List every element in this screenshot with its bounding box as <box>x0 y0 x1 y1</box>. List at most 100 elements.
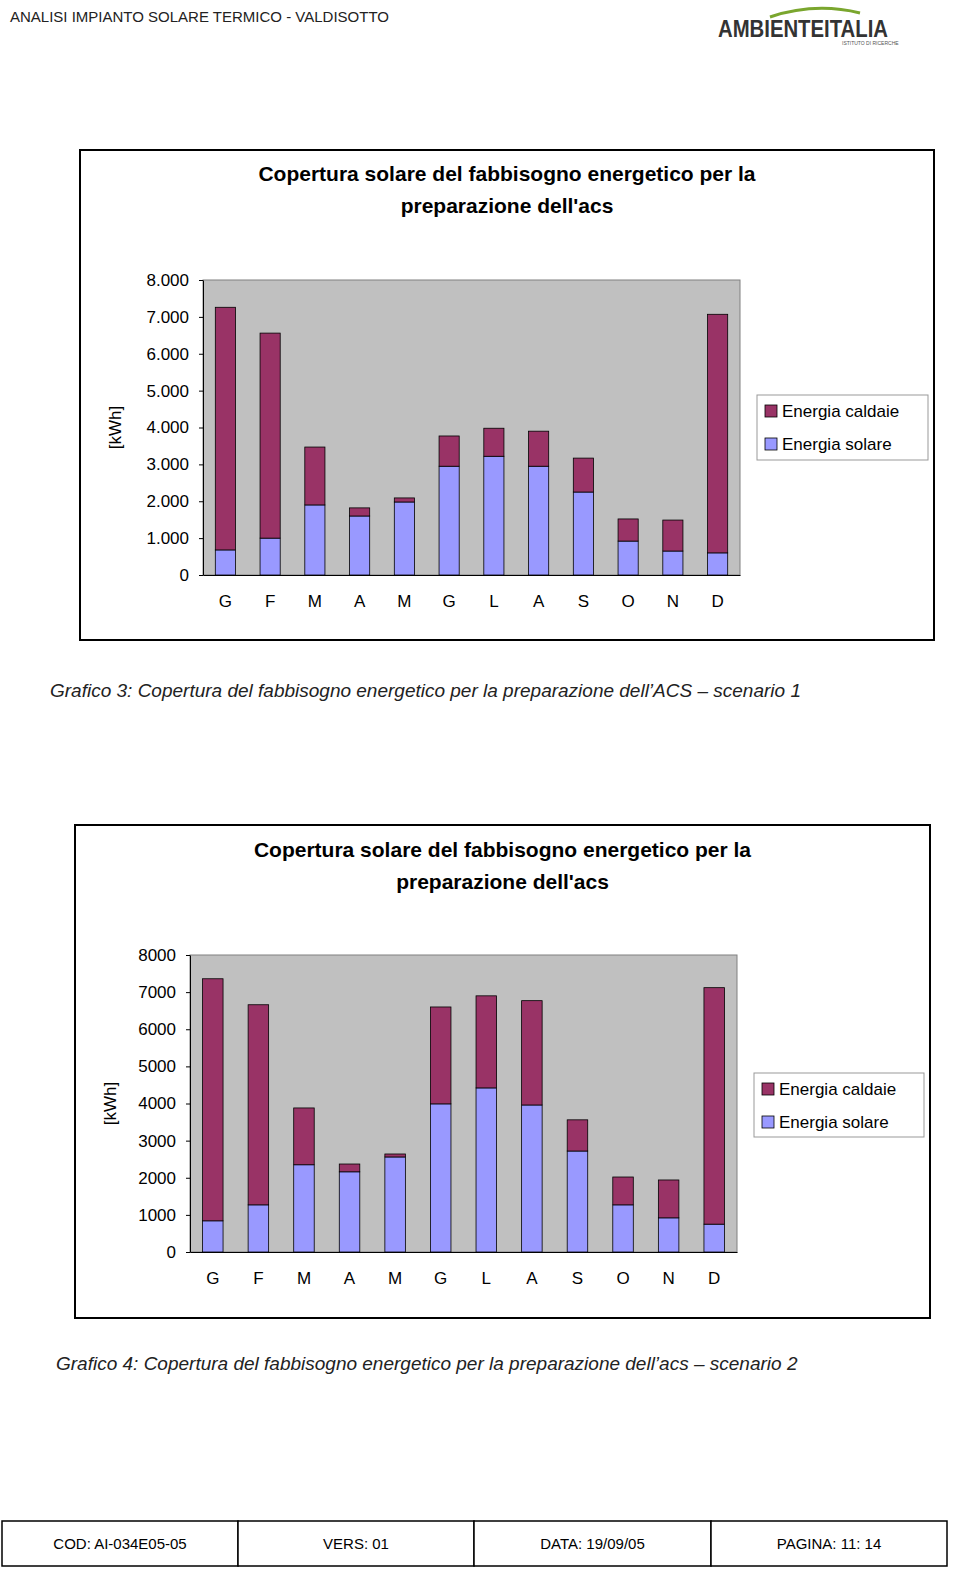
tick-mark <box>186 1252 190 1253</box>
x-tick: S <box>578 575 589 611</box>
x-tick: M <box>397 575 411 611</box>
tick-mark <box>186 1141 190 1142</box>
y-tick: 7000 <box>138 983 190 1002</box>
tick-label: 5000 <box>138 1057 176 1076</box>
y-tick: 3000 <box>138 1132 190 1151</box>
bar-segment <box>658 1218 679 1252</box>
footer-cell <box>2 1521 238 1566</box>
tick-mark <box>199 538 203 539</box>
y-tick: 2000 <box>138 1169 190 1188</box>
logo: AMBIENTEITALIA <box>718 15 888 42</box>
footer-text: DATA: 19/09/05 <box>540 1535 645 1552</box>
tick-mark <box>186 1178 190 1179</box>
tick-label: 4.000 <box>146 418 189 437</box>
tick-label: O <box>622 592 635 611</box>
y-axis: 010002000300040005000600070008000 <box>138 946 190 1262</box>
legend-label: Energia caldaie <box>782 402 899 421</box>
tick-label: 6000 <box>138 1020 176 1039</box>
tick-mark <box>186 992 190 993</box>
x-tick: F <box>253 1252 263 1288</box>
chart-title-line: preparazione dell'acs <box>401 194 614 217</box>
tick-mark <box>199 280 203 281</box>
y-tick: 6.000 <box>146 345 203 364</box>
bar-segment <box>248 1005 269 1205</box>
bar-segment <box>215 307 235 550</box>
x-axis: GFMAMGLASOND <box>191 1252 738 1288</box>
tick-mark <box>186 1029 190 1030</box>
tick-label: N <box>662 1269 674 1288</box>
tick-mark <box>186 955 190 956</box>
legend-label: Energia solare <box>779 1113 889 1132</box>
bar-segment <box>476 1088 497 1252</box>
y-tick: 4.000 <box>146 418 203 437</box>
tick-mark <box>199 354 203 355</box>
y-tick: 8.000 <box>146 271 203 290</box>
x-tick: M <box>388 1252 402 1288</box>
tick-mark <box>199 391 203 392</box>
x-tick: A <box>526 1252 538 1288</box>
tick-label: 1000 <box>138 1206 176 1225</box>
chart-frame <box>75 825 930 1318</box>
bar-segment <box>708 553 728 575</box>
bar-segment <box>394 502 414 575</box>
bar-segment <box>484 428 504 456</box>
plot-area <box>203 280 740 575</box>
x-axis: GFMAMGLASOND <box>204 575 741 611</box>
tick-label: A <box>533 592 545 611</box>
tick-mark <box>199 464 203 465</box>
footer: COD: AI-034E05-05VERS: 01DATA: 19/09/05P… <box>2 1521 947 1566</box>
page: ANALISI IMPIANTO SOLARE TERMICO - VALDIS… <box>0 0 960 1575</box>
bar-segment <box>339 1164 360 1172</box>
tick-label: 4000 <box>138 1094 176 1113</box>
footer-cell <box>474 1521 711 1566</box>
x-tick: A <box>533 575 545 611</box>
y-axis-title: [kWh] <box>106 406 125 449</box>
bar-segment <box>567 1120 588 1151</box>
y-tick: 6000 <box>138 1020 190 1039</box>
bar-segment <box>476 996 497 1088</box>
chart-title: Copertura solare del fabbisogno energeti… <box>258 162 755 217</box>
bar-segment <box>529 431 549 466</box>
tick-label: S <box>572 1269 583 1288</box>
bar-segment <box>260 333 280 538</box>
axis-line <box>191 1252 738 1253</box>
tick-label: M <box>388 1269 402 1288</box>
plot-area <box>190 955 737 1252</box>
bar-segment <box>430 1007 451 1104</box>
legend: Energia caldaie Energia solare <box>757 395 928 460</box>
tick-label: D <box>711 592 723 611</box>
tick-label: M <box>297 1269 311 1288</box>
x-tick: D <box>708 1252 720 1288</box>
header-title: ANALISI IMPIANTO SOLARE TERMICO - VALDIS… <box>10 8 389 25</box>
tick-label: 8000 <box>138 946 176 965</box>
y-tick: 2.000 <box>146 492 203 511</box>
bar-segment <box>663 520 683 551</box>
tick-label: O <box>616 1269 629 1288</box>
bar-segment <box>618 519 638 541</box>
x-tick: M <box>297 1252 311 1288</box>
chart: Copertura solare del fabbisogno energeti… <box>75 825 930 1318</box>
legend-label: Energia solare <box>782 435 892 454</box>
x-tick: G <box>434 1252 447 1288</box>
bar-segment <box>708 314 728 553</box>
axis-line <box>204 575 741 576</box>
tick-label: M <box>397 592 411 611</box>
legend-swatch <box>762 1083 774 1095</box>
x-tick: A <box>344 1252 356 1288</box>
tick-label: 7000 <box>138 983 176 1002</box>
footer-cell <box>711 1521 947 1566</box>
tick-label: 2.000 <box>146 492 189 511</box>
footer-text: PAGINA: 11: 14 <box>777 1535 882 1552</box>
chart-title: Copertura solare del fabbisogno energeti… <box>254 838 751 893</box>
bar-segment <box>522 1105 543 1252</box>
tick-label: 5.000 <box>146 382 189 401</box>
bar-segment <box>618 541 638 575</box>
chart-frame <box>80 150 934 640</box>
chart-title-line: Copertura solare del fabbisogno energeti… <box>254 838 751 861</box>
tick-label: 0 <box>180 566 189 585</box>
axis-line <box>203 281 204 576</box>
bar-segment <box>704 1224 725 1252</box>
legend-label: Energia caldaie <box>779 1080 896 1099</box>
y-tick: 5000 <box>138 1057 190 1076</box>
tick-mark <box>199 317 203 318</box>
